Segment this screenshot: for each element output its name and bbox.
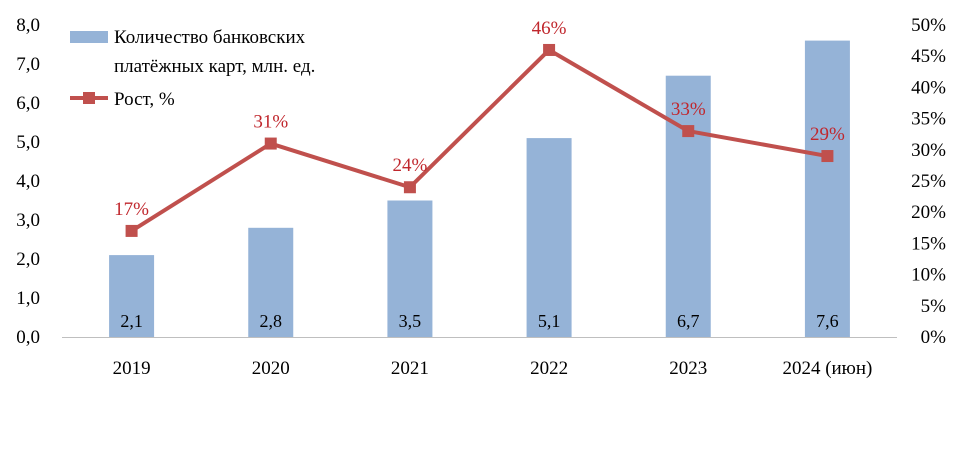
right-axis-tick: 25% <box>911 171 946 192</box>
x-axis: 2019 2020 2021 2022 2023 2024 (июн) <box>113 358 873 379</box>
right-axis-tick: 45% <box>911 46 946 67</box>
growth-value-label: 33% <box>671 99 706 120</box>
legend-line-label: Рост, % <box>114 89 175 110</box>
legend-bar-label-line1: Количество банковских <box>114 27 306 48</box>
right-axis-tick: 35% <box>911 109 946 130</box>
left-axis: 0,0 1,0 2,0 3,0 4,0 5,0 6,0 7,0 8,0 <box>16 15 40 348</box>
bar-value-label: 2,1 <box>120 311 143 331</box>
growth-value-label: 17% <box>114 199 149 220</box>
right-axis-tick: 0% <box>921 327 947 348</box>
left-axis-tick: 1,0 <box>16 288 40 309</box>
growth-marker <box>821 150 834 163</box>
growth-line-layer: 17% 31% 24% 46% 33% 29% <box>114 18 845 237</box>
right-axis-tick: 40% <box>911 77 946 98</box>
growth-value-label: 29% <box>810 124 845 145</box>
x-axis-tick: 2024 (июн) <box>782 358 872 379</box>
x-axis-tick: 2019 <box>113 358 151 379</box>
legend: Количество банковских платёжных карт, мл… <box>70 27 315 110</box>
left-axis-tick: 8,0 <box>16 15 40 36</box>
left-axis-tick: 0,0 <box>16 327 40 348</box>
x-axis-tick: 2020 <box>252 358 290 379</box>
right-axis: 0% 5% 10% 15% 20% 25% 30% 35% 40% 45% 50% <box>911 15 946 348</box>
growth-line <box>130 47 828 233</box>
bar-2023 <box>665 75 711 337</box>
right-axis-tick: 10% <box>911 265 946 286</box>
growth-marker <box>264 137 277 150</box>
right-axis-tick: 5% <box>921 296 947 317</box>
bar-value-label: 5,1 <box>538 311 561 331</box>
left-axis-tick: 5,0 <box>16 132 40 153</box>
left-axis-tick: 7,0 <box>16 54 40 75</box>
right-axis-tick: 30% <box>911 140 946 161</box>
growth-marker <box>403 181 416 194</box>
x-axis-tick: 2021 <box>391 358 429 379</box>
bar-2019 <box>109 255 155 337</box>
bar-value-label: 3,5 <box>399 311 422 331</box>
bar-value-label: 6,7 <box>677 311 700 331</box>
bar-2020 <box>248 227 294 337</box>
legend-line-marker <box>83 92 95 104</box>
bar-2021 <box>387 200 433 337</box>
right-axis-tick: 15% <box>911 233 946 254</box>
bar-2022 <box>526 138 572 337</box>
right-axis-tick: 50% <box>911 15 946 36</box>
right-axis-tick: 20% <box>911 202 946 223</box>
growth-value-label: 46% <box>532 18 567 39</box>
growth-marker <box>543 43 556 56</box>
legend-bar-label-line2: платёжных карт, млн. ед. <box>114 56 315 77</box>
legend-bar-swatch <box>70 31 108 43</box>
left-axis-tick: 2,0 <box>16 249 40 270</box>
growth-value-label: 24% <box>393 155 428 176</box>
growth-marker <box>125 224 138 237</box>
x-axis-tick: 2022 <box>530 358 568 379</box>
left-axis-tick: 3,0 <box>16 210 40 231</box>
growth-marker <box>682 125 695 138</box>
x-axis-tick: 2023 <box>669 358 707 379</box>
bar-2024 (июн) <box>804 40 850 337</box>
left-axis-tick: 6,0 <box>16 93 40 114</box>
bar-value-label: 2,8 <box>260 311 283 331</box>
bars-layer: 2,1 2,8 3,5 5,1 6,7 7,6 <box>109 40 850 337</box>
growth-value-label: 31% <box>253 112 288 133</box>
left-axis-tick: 4,0 <box>16 171 40 192</box>
bar-value-label: 7,6 <box>816 311 839 331</box>
